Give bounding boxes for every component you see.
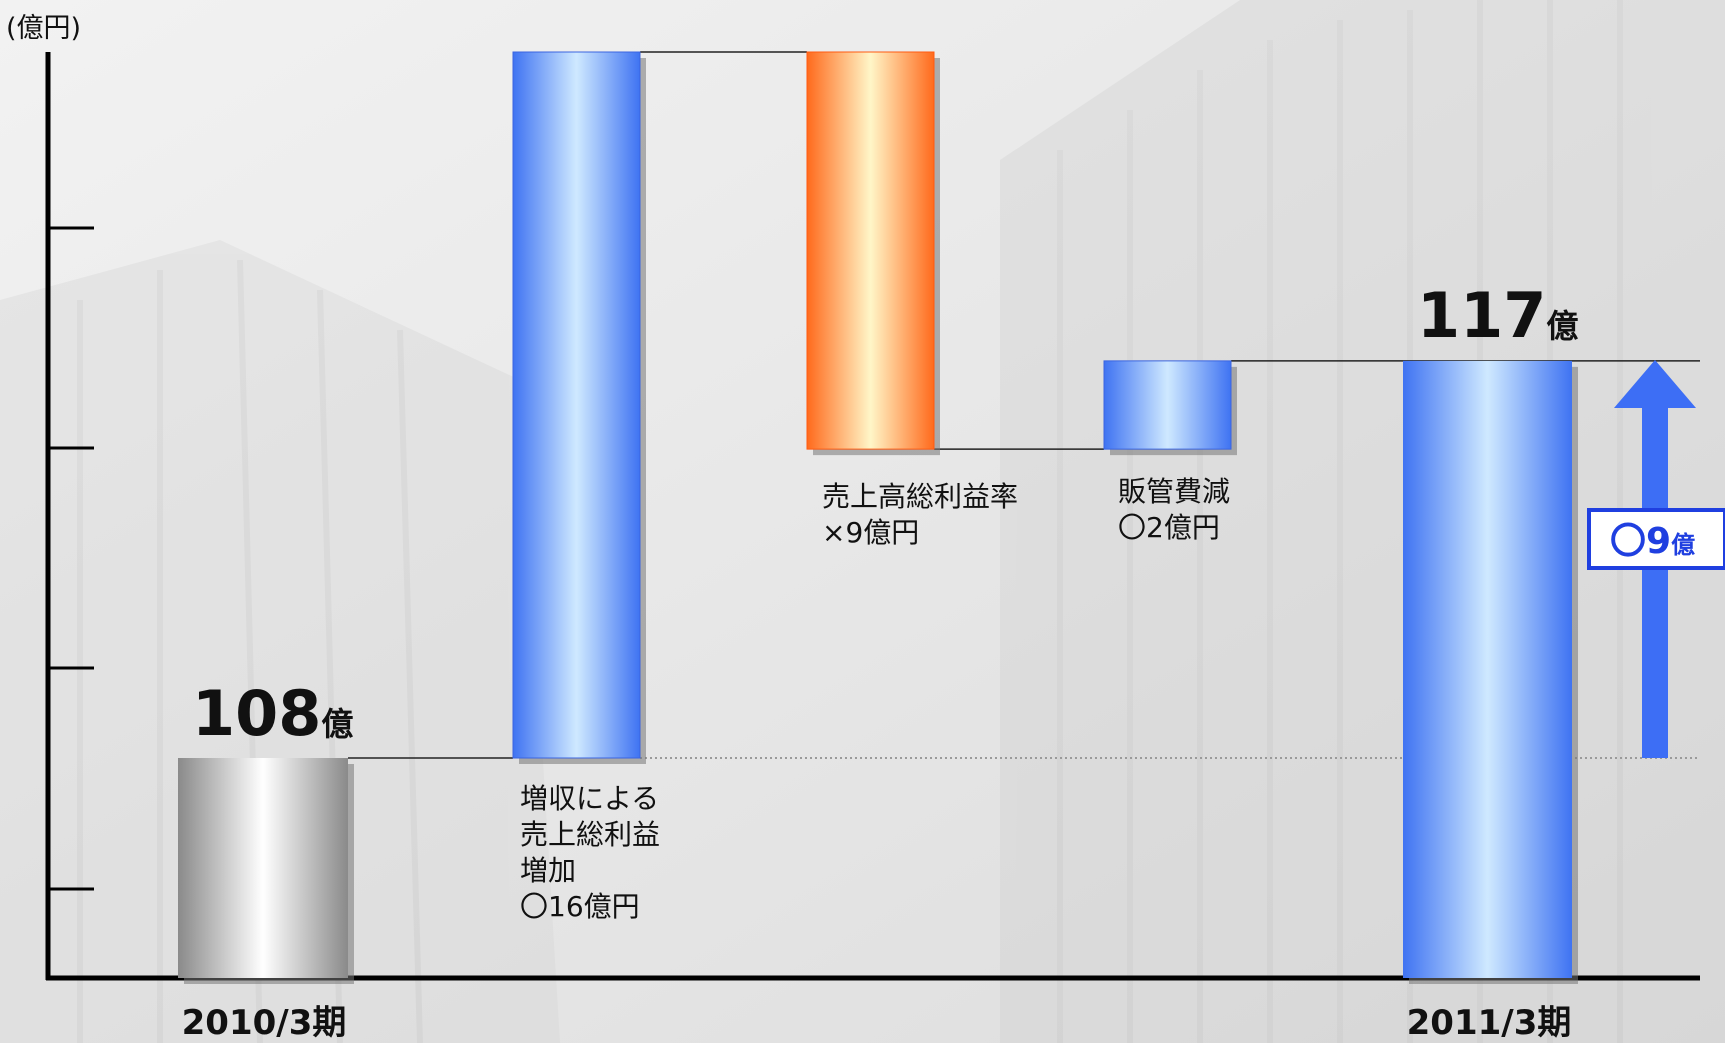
bar-step-3 xyxy=(1103,360,1232,450)
step-label-2-line-2: ×9億円 xyxy=(822,516,919,549)
bar-start xyxy=(178,758,348,978)
step-label-1-line-1: 増収による xyxy=(520,782,659,815)
step-label-1: 増収による 売上総利益 増加 〇16億円 xyxy=(520,782,669,923)
value-label-end: 117億 xyxy=(1417,279,1578,352)
increase-badge-value: 〇9 xyxy=(1610,521,1671,562)
svg-text:〇9億: 〇9億 xyxy=(1610,521,1695,562)
bar-step-1 xyxy=(512,51,641,759)
category-label-start: 2010/3期 xyxy=(182,1003,347,1043)
bars xyxy=(178,51,1578,984)
bar-step-2 xyxy=(806,51,935,450)
step-label-1-line-3: 増加 xyxy=(520,854,576,887)
step-label-3-line-2: 〇2億円 xyxy=(1118,511,1220,544)
increase-badge: 〇9億 xyxy=(1587,508,1725,570)
increase-arrow-icon xyxy=(1614,360,1696,758)
step-label-1-line-4: 〇16億円 xyxy=(520,890,640,923)
step-label-2-line-1: 売上高総利益率 xyxy=(822,480,1018,513)
step-label-1-line-2: 売上総利益 xyxy=(520,818,660,851)
category-label-end: 2011/3期 xyxy=(1407,1003,1572,1043)
step-label-3-line-1: 販管費減 xyxy=(1118,475,1230,508)
y-axis-ticks xyxy=(48,226,94,891)
step-label-2: 売上高総利益率 ×9億円 xyxy=(822,480,1027,549)
value-label-start: 108億 xyxy=(192,677,353,750)
increase-badge-unit: 億 xyxy=(1671,531,1695,559)
unit-label: (億円) xyxy=(6,13,81,44)
step-label-3: 販管費減 〇2億円 xyxy=(1118,475,1239,544)
bar-end xyxy=(1403,360,1572,978)
